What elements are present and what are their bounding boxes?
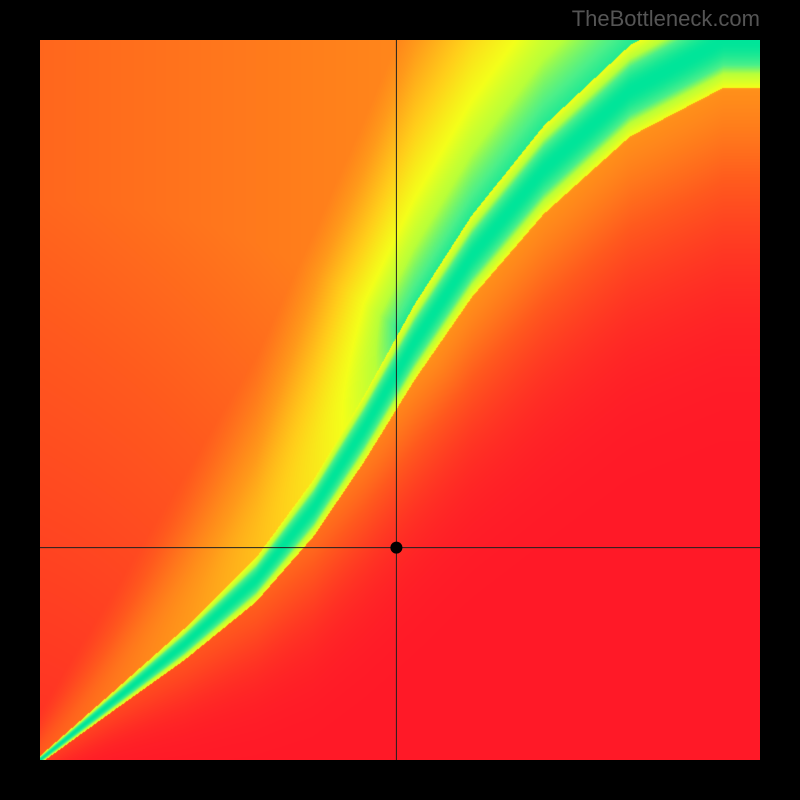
bottleneck-heatmap <box>40 40 760 760</box>
heatmap-canvas <box>40 40 760 760</box>
watermark-text: TheBottleneck.com <box>572 6 760 32</box>
